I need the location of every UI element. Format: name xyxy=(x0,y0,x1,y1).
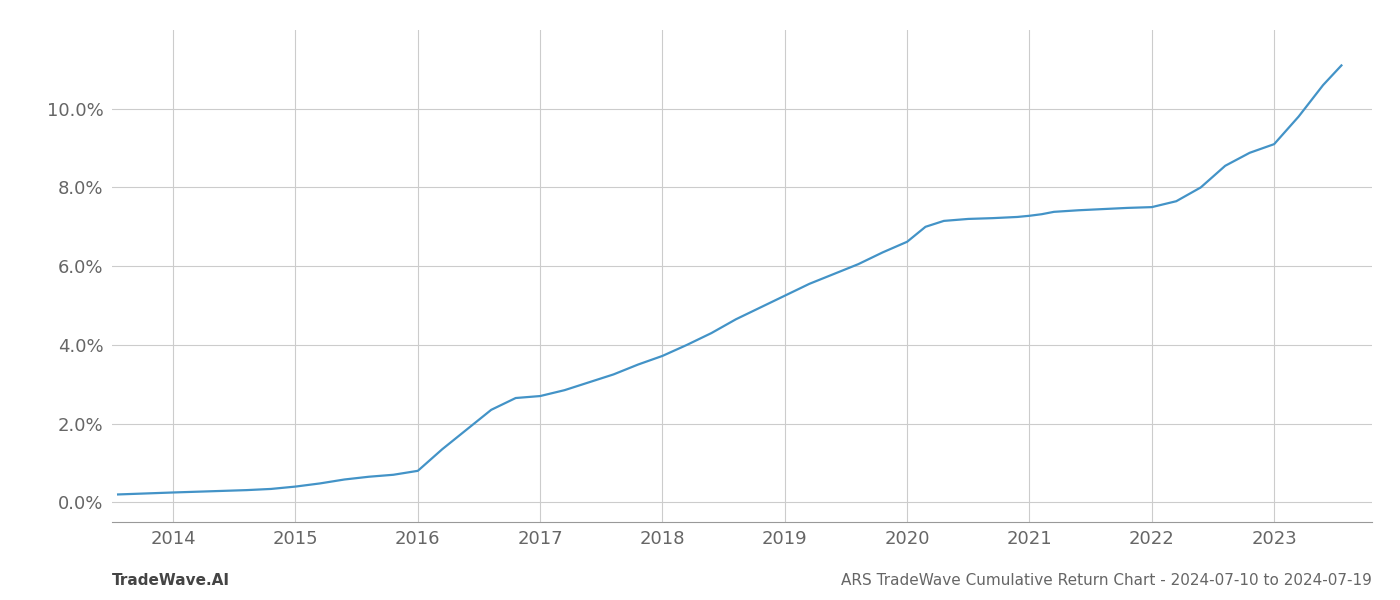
Text: ARS TradeWave Cumulative Return Chart - 2024-07-10 to 2024-07-19: ARS TradeWave Cumulative Return Chart - … xyxy=(841,573,1372,588)
Text: TradeWave.AI: TradeWave.AI xyxy=(112,573,230,588)
